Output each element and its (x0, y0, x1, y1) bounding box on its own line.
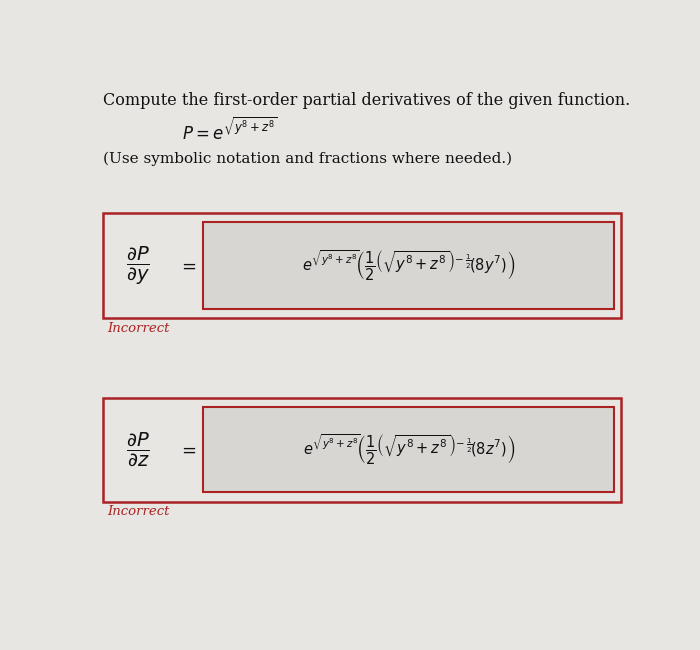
Text: Incorrect: Incorrect (107, 505, 169, 518)
Text: $\dfrac{\partial P}{\partial z}$: $\dfrac{\partial P}{\partial z}$ (126, 431, 150, 468)
Text: $P = e^{\sqrt{y^8+z^8}}$: $P = e^{\sqrt{y^8+z^8}}$ (182, 118, 277, 144)
Text: $=$: $=$ (178, 441, 197, 458)
Text: $e^{\sqrt{y^8+z^8}}\!\left(\dfrac{1}{2}\left(\sqrt{y^8+z^8}\right)^{\!-\frac{1}{: $e^{\sqrt{y^8+z^8}}\!\left(\dfrac{1}{2}\… (302, 432, 515, 467)
FancyBboxPatch shape (103, 213, 621, 318)
Text: (Use symbolic notation and fractions where needed.): (Use symbolic notation and fractions whe… (103, 151, 512, 166)
Text: $=$: $=$ (178, 257, 197, 274)
Text: Incorrect: Incorrect (107, 322, 169, 335)
FancyBboxPatch shape (103, 398, 621, 502)
Text: $e^{\sqrt{y^8+z^8}}\!\left(\dfrac{1}{2}\left(\sqrt{y^8+z^8}\right)^{\!-\frac{1}{: $e^{\sqrt{y^8+z^8}}\!\left(\dfrac{1}{2}\… (302, 248, 515, 283)
Text: Compute the first-order partial derivatives of the given function.: Compute the first-order partial derivati… (103, 92, 631, 109)
FancyBboxPatch shape (203, 407, 615, 492)
Text: $\dfrac{\partial P}{\partial y}$: $\dfrac{\partial P}{\partial y}$ (126, 244, 150, 287)
FancyBboxPatch shape (203, 222, 615, 309)
